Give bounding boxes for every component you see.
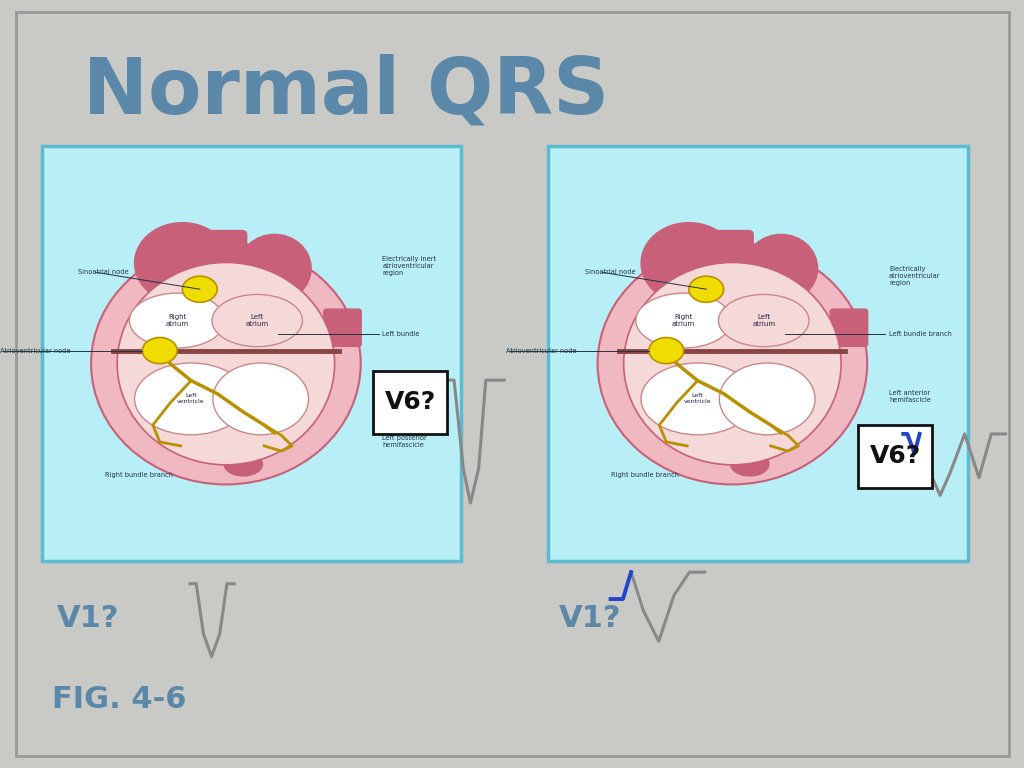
Ellipse shape bbox=[134, 363, 248, 435]
Text: Left anterior
hemifascicle: Left anterior hemifascicle bbox=[382, 390, 424, 402]
Ellipse shape bbox=[624, 263, 841, 465]
Text: Left posterior
hemifascicle: Left posterior hemifascicle bbox=[382, 435, 427, 449]
Text: Left posterior
hemifascicle: Left posterior hemifascicle bbox=[889, 435, 934, 449]
Text: Right
atrium: Right atrium bbox=[166, 314, 188, 327]
Point bbox=[840, 346, 852, 355]
Text: V1?: V1? bbox=[57, 604, 120, 633]
Ellipse shape bbox=[238, 234, 311, 303]
FancyBboxPatch shape bbox=[830, 310, 867, 346]
Ellipse shape bbox=[91, 243, 360, 485]
Text: Atrioventricular node: Atrioventricular node bbox=[506, 348, 577, 353]
FancyBboxPatch shape bbox=[324, 310, 361, 346]
Text: Sinoatrial node: Sinoatrial node bbox=[585, 270, 635, 275]
FancyBboxPatch shape bbox=[237, 247, 274, 283]
Text: Electrically
atrioventricular
region: Electrically atrioventricular region bbox=[889, 266, 940, 286]
Text: Left
atrium: Left atrium bbox=[246, 314, 268, 327]
Bar bbox=[548, 146, 968, 561]
Point bbox=[106, 346, 119, 355]
Circle shape bbox=[142, 338, 177, 364]
Circle shape bbox=[182, 276, 217, 303]
Text: Left bundle branch: Left bundle branch bbox=[889, 330, 952, 336]
Text: Left
ventricle: Left ventricle bbox=[177, 393, 205, 404]
Ellipse shape bbox=[134, 223, 230, 303]
Ellipse shape bbox=[636, 293, 731, 348]
Text: Right bundle branch: Right bundle branch bbox=[611, 472, 679, 478]
Ellipse shape bbox=[731, 452, 769, 476]
Text: Left
ventricle: Left ventricle bbox=[684, 393, 712, 404]
Ellipse shape bbox=[719, 294, 809, 346]
Text: Sinoatrial node: Sinoatrial node bbox=[78, 270, 129, 275]
Ellipse shape bbox=[719, 363, 815, 435]
Text: Left anterior
hemifascicle: Left anterior hemifascicle bbox=[889, 390, 931, 402]
Text: Left bundle: Left bundle bbox=[382, 330, 420, 336]
FancyBboxPatch shape bbox=[743, 247, 780, 283]
Ellipse shape bbox=[212, 294, 302, 346]
Ellipse shape bbox=[641, 363, 754, 435]
Point bbox=[333, 346, 345, 355]
Ellipse shape bbox=[598, 243, 867, 485]
Bar bbox=[373, 371, 446, 434]
Text: Right bundle branch: Right bundle branch bbox=[104, 472, 173, 478]
Ellipse shape bbox=[117, 263, 335, 465]
Ellipse shape bbox=[744, 234, 817, 303]
Bar bbox=[858, 425, 932, 488]
Text: Right
atrium: Right atrium bbox=[672, 314, 695, 327]
FancyBboxPatch shape bbox=[705, 230, 754, 280]
Text: V1?: V1? bbox=[558, 604, 621, 633]
Text: Left
atrium: Left atrium bbox=[753, 314, 775, 327]
Ellipse shape bbox=[129, 293, 225, 348]
FancyBboxPatch shape bbox=[199, 230, 247, 280]
Ellipse shape bbox=[224, 452, 262, 476]
Text: FIG. 4-6: FIG. 4-6 bbox=[52, 685, 186, 714]
Point bbox=[613, 346, 626, 355]
Circle shape bbox=[689, 276, 724, 303]
Text: V6?: V6? bbox=[384, 390, 435, 415]
Bar bbox=[42, 146, 461, 561]
Text: Normal QRS: Normal QRS bbox=[83, 54, 609, 130]
Circle shape bbox=[649, 338, 684, 364]
Ellipse shape bbox=[641, 223, 736, 303]
Text: V6?: V6? bbox=[869, 444, 921, 468]
Text: Atrioventricular node: Atrioventricular node bbox=[0, 348, 71, 353]
Text: Electrically inert
atrioventricular
region: Electrically inert atrioventricular regi… bbox=[382, 256, 436, 276]
Ellipse shape bbox=[213, 363, 308, 435]
